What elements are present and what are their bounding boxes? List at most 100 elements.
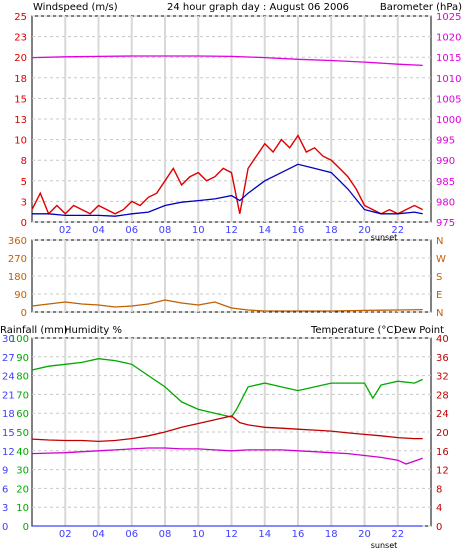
wind-y-tick: 13	[14, 115, 27, 126]
x-tick-label: 16	[292, 529, 305, 540]
dir-compass-tick: N	[436, 236, 443, 247]
humidity-y-tick: 0	[23, 522, 29, 533]
sunset-label-top: sunset	[371, 233, 398, 242]
x-tick-label: 10	[192, 529, 205, 540]
x-tick-label: 04	[92, 225, 105, 236]
x-tick-label: 08	[159, 225, 172, 236]
dir-compass-tick: W	[436, 254, 446, 265]
temp-y-tick: 16	[436, 447, 449, 458]
dir-y-tick: 270	[8, 254, 27, 265]
x-tick-label: 22	[391, 225, 404, 236]
x-tick-label: 14	[258, 225, 271, 236]
x-tick-label: 14	[258, 529, 271, 540]
temp-y-tick: 36	[436, 353, 449, 364]
rain-y-tick: 0	[2, 522, 8, 533]
baro-y-tick: 1000	[436, 115, 461, 126]
wind-y-tick: 18	[14, 74, 27, 85]
baro-y-tick: 985	[436, 177, 455, 188]
baro-y-tick: 1020	[436, 33, 461, 44]
grid-layer	[32, 15, 431, 527]
dir-compass-tick: E	[436, 290, 442, 301]
baro-y-tick: 1010	[436, 74, 461, 85]
wind-y-tick: 25	[14, 12, 27, 23]
rain-y-tick: 30	[2, 334, 15, 345]
x-tick-label: 18	[325, 225, 338, 236]
windspeed-axis-label: Windspeed (m/s)	[33, 2, 118, 13]
humidity-y-tick: 70	[16, 390, 29, 401]
x-tick-label: 20	[358, 225, 371, 236]
series-layer	[31, 55, 424, 527]
rain-y-tick: 24	[2, 372, 15, 383]
dir-y-tick: 180	[8, 272, 27, 283]
baro-y-tick: 1025	[436, 12, 461, 23]
series-direction	[31, 299, 423, 312]
x-tick-label: 22	[391, 529, 404, 540]
temp-y-tick: 8	[436, 484, 442, 495]
humidity-y-tick: 90	[16, 353, 29, 364]
humidity-y-tick: 60	[16, 409, 29, 420]
humidity-y-tick: 80	[16, 372, 29, 383]
wind-y-tick: 3	[21, 197, 27, 208]
temp-y-tick: 4	[436, 503, 442, 514]
wind-y-tick: 23	[14, 33, 27, 44]
baro-y-tick: 1005	[436, 94, 461, 105]
wind-y-tick: 0	[21, 218, 27, 229]
rain-y-tick: 21	[2, 390, 15, 401]
temp-y-tick: 28	[436, 390, 449, 401]
temp-y-tick: 20	[436, 428, 449, 439]
humidity-y-tick: 50	[16, 428, 29, 439]
dir-y-tick: 90	[14, 290, 27, 301]
chart-title: 24 hour graph day : August 06 2006	[167, 2, 349, 13]
temp-y-tick: 12	[436, 466, 449, 477]
baro-y-tick: 980	[436, 197, 455, 208]
rain-y-tick: 6	[2, 484, 8, 495]
rain-y-tick: 3	[2, 503, 8, 514]
barometer-axis-label: Barometer (hPa)	[380, 2, 462, 13]
rainfall-axis-label: Rainfall (mm)	[0, 325, 68, 336]
humidity-y-tick: 40	[16, 447, 29, 458]
axis-layer: 0358101315182023259759809859909951000100…	[2, 12, 461, 540]
dir-y-tick: 0	[21, 308, 27, 319]
baro-y-tick: 990	[436, 156, 455, 167]
x-tick-label: 06	[125, 529, 138, 540]
series-gust	[31, 134, 424, 216]
rain-y-tick: 9	[2, 466, 8, 477]
dewpoint-axis-label: Dew Point	[394, 325, 444, 336]
humidity-y-tick: 20	[16, 484, 29, 495]
baro-y-tick: 995	[436, 136, 455, 147]
wind-y-tick: 20	[14, 53, 27, 64]
wind-y-tick: 5	[21, 177, 27, 188]
sunset-label-bottom: sunset	[371, 541, 398, 550]
rain-y-tick: 12	[2, 447, 15, 458]
temp-y-tick: 40	[436, 334, 449, 345]
dir-compass-tick: S	[436, 272, 442, 283]
rain-y-tick: 27	[2, 353, 15, 364]
humidity-axis-label: Humidity %	[64, 325, 122, 336]
series-avg	[32, 163, 423, 217]
x-tick-label: 06	[125, 225, 138, 236]
baro-y-tick: 975	[436, 218, 455, 229]
wind-y-tick: 8	[21, 156, 27, 167]
x-tick-label: 12	[225, 529, 238, 540]
series-humidity	[31, 358, 423, 418]
series-temperature	[31, 415, 423, 443]
x-tick-label: 12	[225, 225, 238, 236]
x-tick-label: 02	[59, 529, 72, 540]
wind-y-tick: 10	[14, 136, 27, 147]
temp-y-tick: 32	[436, 372, 449, 383]
dir-y-tick: 360	[8, 236, 27, 247]
x-tick-label: 20	[358, 529, 371, 540]
humidity-y-tick: 10	[16, 503, 29, 514]
x-tick-label: 10	[192, 225, 205, 236]
x-tick-label: 02	[59, 225, 72, 236]
series-barometer	[31, 55, 423, 67]
dir-compass-tick: N	[436, 308, 443, 319]
x-tick-label: 04	[92, 529, 105, 540]
temperature-axis-label: Temperature (°C)	[310, 325, 397, 336]
x-tick-label: 16	[292, 225, 305, 236]
humidity-y-tick: 30	[16, 466, 29, 477]
wind-y-tick: 15	[14, 94, 27, 105]
x-tick-label: 08	[159, 529, 172, 540]
